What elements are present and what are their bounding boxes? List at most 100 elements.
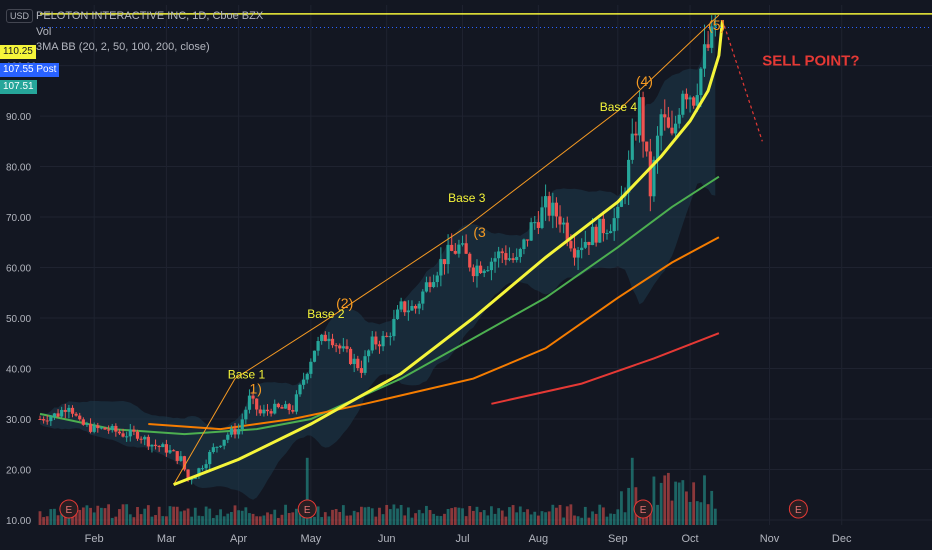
volume-bar [652,476,656,525]
wave-label: (4) [636,73,653,89]
candle [702,44,707,69]
moving-average-ma200 [491,332,720,405]
candle [70,407,75,414]
candle [302,379,306,385]
candle [348,348,353,365]
volume-bar [334,509,338,525]
candle [114,425,118,432]
volume-bar [262,515,266,525]
volume-bar [305,457,309,525]
volume-bar [172,506,176,525]
x-tick-label: Feb [85,533,104,545]
y-tick-label: 50.00 [6,314,31,325]
volume-bar [439,516,443,525]
x-tick-label: May [300,533,321,545]
candle [511,258,515,261]
candle [42,419,46,421]
volume-bar [453,507,457,525]
volume-bar [208,508,212,525]
volume-bar [110,517,114,525]
volume-bar [468,506,472,525]
volume-bar [558,504,562,525]
candle [265,409,270,412]
volume-legend[interactable]: Vol [36,26,52,38]
volume-bar [341,505,345,525]
candle [280,407,284,409]
candle [316,341,320,351]
volume-bar [576,516,580,525]
volume-bar [85,505,89,525]
candle [388,336,392,338]
candle [428,282,432,287]
currency-button[interactable]: USD [6,9,34,23]
volume-bar [443,513,446,525]
candle [341,346,345,349]
volume-bar [157,506,161,525]
x-tick-label: Apr [230,533,247,545]
volume-bar [410,517,414,525]
volume-bar [428,510,432,525]
volume-bar [280,514,284,525]
volume-bar [255,516,259,525]
candle [576,250,580,258]
moving-average-ma50 [39,175,720,436]
volume-bar [230,511,233,525]
volume-bar [222,516,226,525]
candle [255,398,259,410]
volume-bar [630,457,634,525]
volume-bar [508,507,511,525]
candle [637,97,642,136]
candle [60,409,64,417]
volume-bar [367,506,371,525]
volume-bar [612,513,616,525]
x-tick-label: Oct [681,533,698,545]
candle [218,445,223,447]
candle [291,410,295,412]
indicator-legend[interactable]: 3MA BB (20, 2, 50, 100, 200, close) [36,41,210,53]
candle [309,361,313,374]
candle [244,409,248,420]
candle [645,141,649,152]
volume-bar [269,514,273,525]
volume-bar [258,516,262,525]
wave-label: (2) [336,295,353,311]
candle [172,450,176,452]
volume-bar [522,512,526,525]
volume-bar [233,505,237,525]
volume-bar [601,507,605,525]
volume-bar [490,506,493,525]
candle [522,239,526,250]
candle [186,469,190,480]
volume-bar [193,507,197,525]
candle [128,429,132,437]
candle [99,427,103,429]
volume-bar [591,511,594,525]
candle [273,403,277,414]
candle [630,133,634,160]
candle [96,425,100,429]
candle [450,244,454,251]
candle [562,222,566,225]
volume-bar [118,509,121,525]
volume-bar [540,511,544,525]
volume-bar [475,506,479,525]
candle [150,444,154,447]
volume-bar [190,516,194,525]
candle [677,114,681,124]
volume-bar [500,510,504,525]
volume-bar [295,508,298,525]
volume-bar [580,517,584,525]
candle [504,253,508,260]
candle [587,241,591,246]
parabolic-curve [173,19,724,486]
volume-bar [583,506,587,525]
candle [320,334,324,342]
volume-bar [313,516,316,525]
candle [518,249,522,257]
candle [233,428,237,435]
candle [197,468,201,477]
volume-bar [710,490,714,525]
candle [262,409,266,414]
candle [616,206,620,219]
